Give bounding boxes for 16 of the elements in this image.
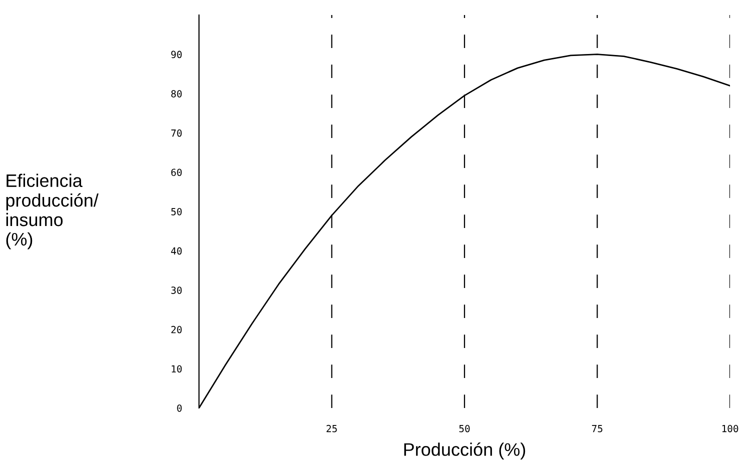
y-tick-label: 10 [172, 365, 182, 373]
x-axis-title: Producción (%) [404, 442, 526, 460]
y-tick-label: 30 [171, 286, 182, 294]
y-tick-label: 90 [171, 50, 182, 58]
y-tick-label: 20 [171, 326, 182, 334]
y-axis-title: Eficiencia producción/ insumo (%) [6, 174, 99, 250]
x-tick-label: 50 [459, 424, 470, 432]
x-tick-label: 25 [326, 424, 337, 432]
x-tick-label: 75 [592, 425, 602, 432]
y-tick-label: 0 [177, 404, 182, 412]
y-tick-label: 50 [171, 208, 182, 216]
y-tick-label: 70 [171, 129, 182, 137]
y-tick-label: 80 [171, 90, 182, 98]
y-tick-label: 60 [171, 168, 182, 176]
x-tick-label: 100 [722, 424, 738, 432]
y-tick-label: 40 [171, 247, 182, 255]
